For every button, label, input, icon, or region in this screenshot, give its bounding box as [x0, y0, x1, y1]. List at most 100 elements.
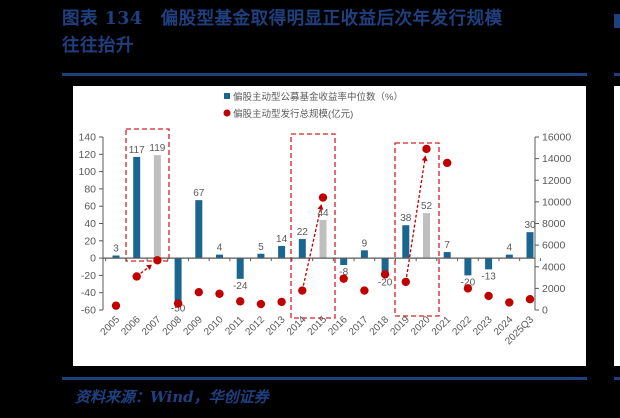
bar-value-label: 7 [444, 240, 450, 251]
right-axis-tick-label: 2000 [542, 283, 566, 295]
issuance-dot [339, 274, 348, 283]
bar-value-label: 9 [362, 238, 368, 249]
bar-returns [174, 258, 182, 302]
right-axis-tick-label: 4000 [542, 261, 566, 273]
right-axis-tick-label: 0 [542, 305, 548, 317]
issuance-dot [380, 270, 390, 279]
trend-arrow-line [405, 155, 427, 278]
bar-returns [505, 254, 513, 259]
issuance-dot [422, 144, 431, 154]
category-label: 2015 [306, 314, 330, 338]
category-label: 2008 [161, 314, 185, 338]
bar-returns [485, 258, 493, 270]
issuance-dot [153, 256, 162, 265]
issuance-dot [525, 294, 535, 304]
right-axis-tick-label: 6000 [542, 240, 566, 252]
issuance-dot [505, 298, 514, 307]
issuance-dot [215, 289, 224, 298]
issuance-dot [463, 284, 473, 293]
category-label: 2006 [119, 314, 143, 338]
bar-returns [423, 213, 430, 259]
category-label: 2005 [99, 314, 123, 338]
issuance-dot [173, 299, 183, 308]
bar-returns [278, 245, 286, 259]
right-axis-tick-label: 14000 [542, 153, 571, 165]
bar-value-label: 4 [217, 243, 223, 254]
left-axis-tick-label: 60 [84, 201, 96, 213]
bar-returns [298, 239, 306, 259]
arrow-head-icon [421, 155, 428, 162]
figure-title-line1: 图表 134 偏股型基金取得明显正收益后次年发行规模 [62, 9, 503, 29]
bar-value-label: -24 [233, 281, 248, 292]
figure-title-line2: 往往抬升 [62, 36, 134, 56]
category-label: 2018 [368, 314, 392, 338]
category-label: 2010 [202, 314, 226, 338]
right-axis-tick-label: 16000 [542, 132, 571, 144]
issuance-dot [256, 299, 266, 309]
bar-value-label: 44 [317, 208, 329, 219]
category-label: 2023 [471, 314, 495, 338]
bar-value-label: 4 [507, 243, 513, 254]
source-divider [62, 377, 587, 380]
chart-panel: 偏股主动型公募基金收益率中位数（%） 偏股主动型发行总规模(亿元) 140 120 10… [73, 86, 586, 366]
left-axis-tick-label: -20 [81, 270, 96, 282]
bar-returns [133, 156, 141, 259]
left-axis-tick-label: -60 [81, 305, 96, 317]
bar-value-label: 22 [297, 227, 309, 238]
category-label: 2021 [430, 314, 454, 338]
bar-value-label: -13 [481, 271, 496, 282]
annotation-dashed-box [394, 142, 440, 317]
trend-arrow-line [302, 204, 323, 286]
bar-returns [381, 258, 389, 276]
issuance-dot [277, 297, 286, 307]
right-axis-tick-label: 10000 [542, 196, 571, 208]
bar-returns [319, 220, 327, 259]
title-divider [62, 73, 587, 76]
legend-dot-icon [223, 109, 231, 117]
figure-title: 图表 134 偏股型基金取得明显正收益后次年发行规模 往往抬升 [62, 6, 592, 60]
bar-returns [360, 250, 368, 259]
category-label: 2011 [223, 314, 246, 337]
left-axis-tick-label: 80 [84, 183, 96, 195]
issuance-dot [236, 297, 245, 306]
legend-square-icon [224, 93, 230, 99]
issuance-dot [111, 301, 121, 310]
bar-returns [257, 253, 265, 259]
bar-value-label: -50 [171, 303, 186, 314]
category-label: 2017 [347, 314, 371, 338]
issuance-dot [443, 158, 452, 168]
category-label: 2019 [388, 314, 412, 338]
issuance-dot [484, 291, 493, 301]
bar-value-label: -8 [339, 267, 348, 278]
issuance-dot [401, 277, 410, 287]
bar-value-label: 119 [149, 143, 165, 154]
issuance-dot [194, 287, 203, 297]
category-label: 2013 [264, 314, 288, 338]
bar-returns [216, 254, 223, 259]
issuance-dot [132, 272, 141, 281]
issuance-dot [360, 286, 369, 295]
arrow-head-icon [317, 204, 324, 210]
left-axis-tick-label: 140 [78, 132, 96, 144]
bar-value-label: 67 [193, 188, 205, 199]
bar-value-label: 5 [258, 242, 264, 253]
bar-returns [526, 232, 534, 259]
left-axis-tick-label: -40 [81, 287, 96, 299]
legend-label-issuance: 偏股主动型发行总规模(亿元) [233, 108, 353, 120]
bar-returns [153, 155, 161, 259]
bar-returns [443, 252, 451, 259]
category-label: 2020 [409, 314, 433, 338]
bar-value-label: 117 [129, 145, 145, 156]
left-axis-tick-label: 120 [78, 149, 96, 161]
right-axis-tick-label: 8000 [542, 218, 566, 230]
legend-label-returns: 偏股主动型公募基金收益率中位数（%） [233, 91, 403, 103]
category-label: 2012 [244, 314, 268, 338]
left-axis-tick-label: 40 [84, 218, 96, 230]
adjacent-panel-divider [614, 73, 620, 76]
issuance-dot [318, 193, 328, 202]
left-axis-tick-label: 0 [90, 253, 96, 265]
category-label: 2007 [140, 314, 164, 338]
annotation-dashed-box [290, 133, 336, 319]
bar-value-label: 14 [276, 234, 288, 245]
issuance-dot [298, 286, 307, 295]
